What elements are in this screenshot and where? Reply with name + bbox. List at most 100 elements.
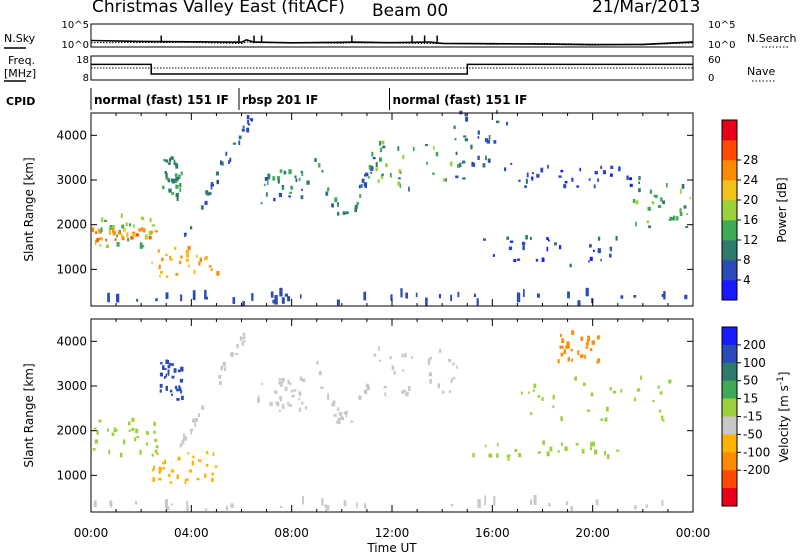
power-cell <box>229 157 232 162</box>
power-cell <box>588 178 591 181</box>
power-cell <box>523 289 525 298</box>
velocity-cell <box>427 358 431 364</box>
power-cell <box>208 265 212 268</box>
power-cell <box>646 220 650 224</box>
plot-title: Christmas Valley East (fitACF) <box>92 0 345 17</box>
velocity-cell <box>304 405 308 410</box>
velocity-cell <box>520 391 523 395</box>
power-cell <box>281 185 285 191</box>
power-cell <box>279 169 283 173</box>
power-cell <box>463 135 467 138</box>
velocity-cell <box>168 362 171 366</box>
velocity-cell <box>318 370 322 376</box>
power-cell <box>165 253 168 257</box>
power-cell <box>170 258 173 261</box>
power-colorbar-tick-label: 12 <box>743 233 758 247</box>
power-cell <box>518 179 521 182</box>
power-cell <box>361 178 365 183</box>
power-cell <box>425 144 428 147</box>
power-cell <box>354 208 357 213</box>
power-cell <box>408 186 410 192</box>
power-cell <box>569 263 572 268</box>
power-colorbar-tick-label: 24 <box>743 173 758 187</box>
power-cell <box>136 298 139 302</box>
velocity-cell <box>530 499 533 505</box>
power-cell <box>540 167 544 173</box>
power-colorbar-swatch <box>722 240 737 261</box>
velocity-cell <box>243 333 245 338</box>
velocity-cell <box>136 436 140 438</box>
power-cell <box>170 156 174 160</box>
power-cell <box>588 260 590 263</box>
velocity-cell <box>586 341 589 346</box>
power-cell <box>98 229 101 234</box>
x-tick-label: 16:00 <box>475 526 510 540</box>
x-axis-title: Time UT <box>366 541 417 554</box>
power-cell <box>482 163 486 168</box>
power-cell <box>685 225 689 228</box>
velocity-cell <box>404 389 407 393</box>
power-cell <box>655 194 658 199</box>
power-cell <box>281 297 285 304</box>
power-cell <box>199 257 202 262</box>
power-cell <box>175 184 179 189</box>
power-cell <box>525 178 528 184</box>
noise-right-tick: 10^0 <box>708 40 735 51</box>
freq-line <box>91 63 693 75</box>
velocity-cell <box>364 503 367 509</box>
velocity-cell <box>549 446 553 452</box>
power-cell <box>380 174 384 180</box>
velocity-cell <box>577 350 580 355</box>
cpid-segment-label: normal (fast) 151 IF <box>392 93 527 107</box>
power-cell <box>121 224 125 229</box>
power-cell <box>238 140 241 145</box>
velocity-cell <box>139 449 142 455</box>
power-colorbar-tick-label: 8 <box>743 253 751 267</box>
velocity-cell <box>159 372 163 377</box>
power-cell <box>379 147 383 153</box>
velocity-cell <box>407 386 411 391</box>
velocity-cell <box>158 466 162 472</box>
power-colorbar-tick-label: 4 <box>743 273 751 287</box>
power-cell <box>260 202 263 205</box>
velocity-cell <box>604 450 606 456</box>
power-cell <box>399 183 402 188</box>
velocity-cell <box>269 401 273 407</box>
power-cell <box>464 138 469 142</box>
velocity-cell <box>570 506 574 511</box>
velocity-cell <box>541 397 544 401</box>
velocity-cell <box>560 333 563 338</box>
power-cell <box>453 125 456 129</box>
power-cell <box>600 258 602 262</box>
power-ytick-label: 4000 <box>56 128 87 142</box>
velocity-cell <box>448 358 452 363</box>
velocity-cell <box>326 505 330 511</box>
velocity-cell <box>181 439 185 445</box>
power-cell <box>246 127 250 133</box>
power-colorbar-swatch <box>722 260 737 281</box>
power-cell <box>370 171 373 174</box>
velocity-colorbar-tick-label: 100 <box>743 356 766 370</box>
power-cell <box>457 164 461 168</box>
power-cell <box>377 179 380 183</box>
velocity-cell <box>98 419 102 423</box>
velocity-colorbar-swatch <box>722 452 737 471</box>
velocity-cell <box>668 379 672 384</box>
power-cell <box>300 170 303 173</box>
power-cell <box>360 184 363 188</box>
power-cell <box>242 301 245 306</box>
power-cell <box>278 192 282 198</box>
power-cell <box>288 195 292 198</box>
power-cell <box>485 155 487 161</box>
power-cell <box>170 178 174 183</box>
power-cell <box>331 203 334 208</box>
power-cell <box>173 161 176 165</box>
velocity-cell <box>289 382 292 386</box>
power-cell <box>215 171 219 176</box>
velocity-cell <box>180 390 183 394</box>
velocity-cell <box>316 360 319 365</box>
power-cell <box>450 294 453 302</box>
velocity-cell <box>206 464 209 467</box>
velocity-cell <box>662 419 665 422</box>
